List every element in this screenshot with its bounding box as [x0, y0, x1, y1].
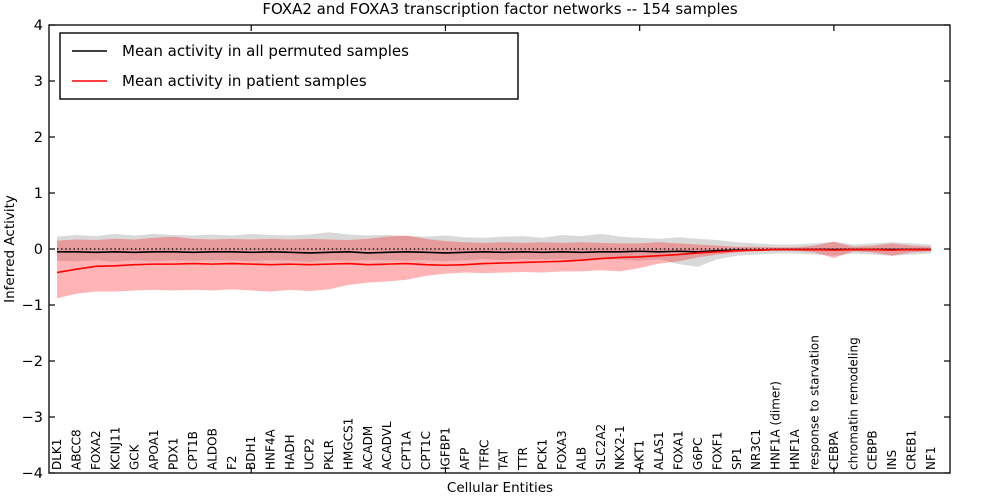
confidence-bands [57, 232, 931, 299]
legend-label-permuted: Mean activity in all permuted samples [122, 42, 409, 60]
series-lines [56, 248, 931, 274]
band-permuted [57, 232, 931, 267]
x-tick-label: HADH [283, 435, 297, 471]
y-tick-label: 3 [34, 74, 43, 90]
y-axis-label: Inferred Activity [2, 195, 18, 303]
x-tick-label: NR3C1 [749, 429, 763, 470]
x-tick-label: FOXA2 [89, 430, 103, 470]
y-tick-label: 1 [34, 186, 43, 202]
y-tick-label: −3 [22, 410, 43, 426]
y-tick-label: −4 [22, 466, 43, 482]
x-tick-label: INS [885, 450, 899, 470]
legend-label-patient: Mean activity in patient samples [122, 72, 367, 90]
x-tick-label: HNF1A [788, 428, 802, 470]
x-tick-label: TTR [516, 447, 530, 471]
y-tick-label: 4 [34, 18, 43, 34]
x-tick-label: FOXF1 [710, 432, 724, 470]
legend: Mean activity in all permuted samples Me… [59, 32, 519, 100]
x-tick-label: CPT1B [186, 431, 200, 470]
y-tick-labels: −4 −3 −2 −1 0 1 2 3 4 [22, 18, 43, 482]
x-tick-label: SLC2A2 [594, 424, 608, 470]
x-tick-label: CPT1A [400, 430, 414, 470]
x-tick-label: PDX1 [167, 438, 181, 470]
x-axis-label: Cellular Entities [447, 480, 553, 496]
x-tick-label: PCK1 [536, 439, 550, 470]
x-tick-label: APOA1 [147, 429, 161, 470]
x-tick-label: HMGCS1 [341, 418, 355, 470]
x-tick-label: SP1 [730, 448, 744, 471]
x-tick-label: NKX2-1 [613, 425, 627, 470]
x-tick-label: chromatin remodeling [846, 337, 860, 470]
x-tick-label: UCP2 [302, 438, 316, 470]
y-tick-label: −2 [22, 354, 43, 370]
x-tick-label: HNF1A (dimer) [769, 381, 783, 470]
y-tick-label: 0 [34, 242, 43, 258]
x-tick-label: HNF4A [264, 428, 278, 470]
x-tick-label: KCNJ11 [108, 427, 122, 470]
x-tick-label: NF1 [924, 446, 938, 470]
x-tick-label: DLK1 [50, 439, 64, 470]
line-patient-mean [56, 248, 931, 274]
x-tick-label: ALB [574, 447, 588, 470]
x-tick-label: BDH1 [244, 436, 258, 470]
x-tick-label: ALAS1 [652, 431, 666, 470]
x-tick-label: PKLR [322, 440, 336, 470]
x-tick-label: CPT1C [419, 431, 433, 470]
x-tick-labels: DLK1 ABCC8 FOXA2 KCNJ11 GCK APOA1 PDX1 CPT1B ALD… [50, 335, 938, 471]
x-tick-label: TAT [497, 448, 511, 471]
x-tick-label: IGFBP1 [438, 427, 452, 470]
y-tick-label: 2 [34, 130, 43, 146]
x-tick-label: ACADM [361, 426, 375, 470]
x-tick-label: ABCC8 [69, 429, 83, 470]
x-tick-label: CEBPB [866, 430, 880, 470]
x-tick-label: AKT1 [633, 440, 647, 470]
x-tick-label: TFRC [477, 440, 491, 471]
x-tick-label: GCK [128, 443, 142, 470]
x-tick-label: AFP [458, 448, 472, 470]
x-tick-label: F2 [225, 455, 239, 470]
x-tick-label: ALDOB [205, 428, 219, 470]
x-tick-label: response to starvation [807, 335, 821, 470]
x-tick-label: FOXA1 [672, 430, 686, 470]
x-tick-label: G6PC [691, 437, 705, 470]
x-tick-label: CREB1 [905, 430, 919, 470]
legend-box [59, 32, 519, 100]
x-tick-label: FOXA3 [555, 430, 569, 470]
plot-border [48, 24, 951, 474]
x-tick-label: ACADVL [380, 421, 394, 470]
y-tick-label: −1 [22, 298, 43, 314]
chart-title: FOXA2 and FOXA3 transcription factor net… [262, 0, 738, 18]
x-tick-label: CEBPA [827, 430, 841, 470]
